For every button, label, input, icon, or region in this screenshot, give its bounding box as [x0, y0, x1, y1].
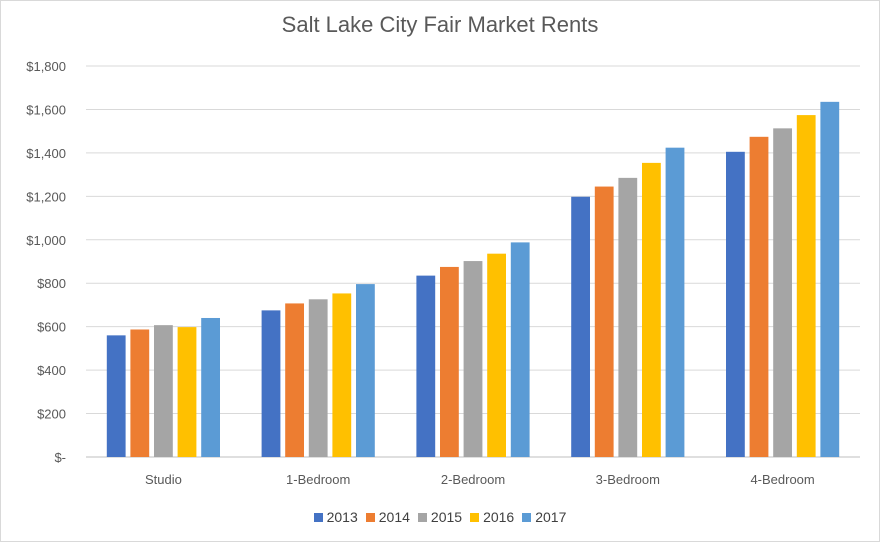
bar-2017-2-bedroom: [510, 242, 530, 457]
y-tick-label: $600: [37, 320, 66, 335]
legend-label: 2013: [326, 509, 358, 525]
bar-2016-4-bedroom: [796, 115, 816, 457]
y-tick-label: $400: [37, 363, 66, 378]
bar-2013-studio: [106, 335, 126, 457]
bar-2017-studio: [201, 317, 220, 457]
legend-item-2013: 2013: [313, 509, 358, 525]
x-tick-label: Studio: [145, 472, 182, 487]
bar-2015-studio: [154, 325, 173, 457]
bar-2014-2-bedroom: [440, 266, 459, 457]
legend-swatch: [470, 513, 480, 522]
bar-2016-2-bedroom: [487, 253, 506, 457]
bar-2015-3-bedroom: [618, 177, 638, 457]
bar-2014-3-bedroom: [594, 186, 614, 457]
bar-2014-4-bedroom: [749, 136, 769, 457]
bar-2013-3-bedroom: [571, 196, 590, 458]
bar-2017-4-bedroom: [820, 101, 840, 457]
legend-label: 2015: [430, 509, 463, 525]
bar-2014-studio: [130, 329, 150, 457]
legend-swatch: [522, 513, 532, 522]
bar-2014-1-bedroom: [285, 303, 304, 457]
bar-2015-1-bedroom: [308, 299, 328, 457]
y-tick-label: $1,000: [26, 233, 66, 248]
bar-2016-1-bedroom: [332, 293, 352, 457]
legend-label: 2017: [535, 509, 567, 525]
bar-2016-3-bedroom: [642, 162, 661, 457]
bar-2017-3-bedroom: [665, 147, 685, 458]
legend-label: 2014: [378, 509, 410, 525]
bar-2013-4-bedroom: [726, 151, 745, 457]
legend-item-2016: 2016: [470, 509, 514, 525]
bar-2015-4-bedroom: [773, 128, 792, 457]
y-tick-label: $1,200: [26, 189, 66, 204]
y-tick-label: $1,800: [26, 59, 66, 74]
legend-swatch: [417, 513, 427, 522]
x-tick-label: 4-Bedroom: [750, 472, 814, 487]
legend-item-2017: 2017: [522, 509, 566, 525]
chart-legend: 2013 2014 2015 2016 2017: [0, 509, 880, 525]
y-tick-label: $800: [37, 276, 66, 291]
legend-item-2015: 2015: [417, 509, 463, 525]
bar-2017-1-bedroom: [356, 284, 375, 457]
y-tick-label: $1,600: [26, 102, 66, 117]
legend-label: 2016: [483, 509, 515, 525]
y-tick-label: $200: [37, 407, 66, 422]
x-tick-label: 1-Bedroom: [286, 472, 350, 487]
x-tick-label: 3-Bedroom: [596, 472, 660, 487]
bar-2015-2-bedroom: [463, 261, 483, 457]
bar-2013-2-bedroom: [416, 275, 436, 457]
y-tick-label: $-: [54, 450, 66, 465]
x-tick-label: 2-Bedroom: [441, 472, 505, 487]
legend-swatch: [365, 513, 375, 522]
legend-swatch: [313, 513, 323, 522]
bar-2013-1-bedroom: [261, 310, 281, 457]
legend-item-2014: 2014: [365, 509, 410, 525]
y-tick-label: $1,400: [26, 146, 66, 161]
chart-title: Salt Lake City Fair Market Rents: [281, 12, 599, 37]
bar-2016-studio: [177, 327, 197, 457]
